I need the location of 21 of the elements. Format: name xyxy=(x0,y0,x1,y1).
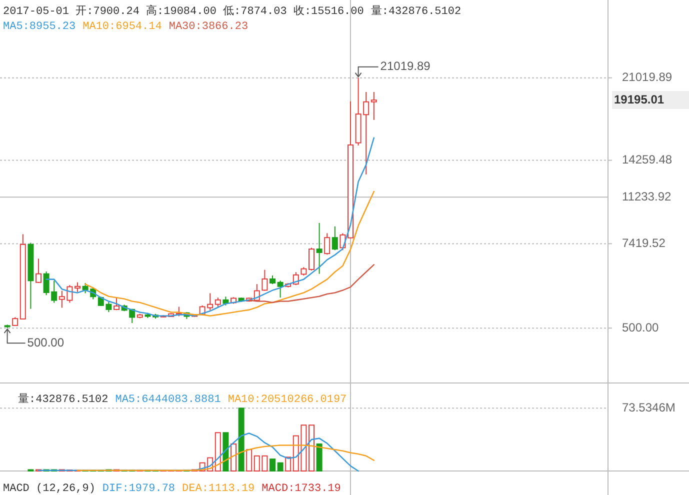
annotation: 量:432876.5102 xyxy=(370,5,462,18)
text: MACD (12,26,9) xyxy=(3,483,96,495)
text: MA30:3866.23 xyxy=(168,21,248,33)
y-tick-label: 500.00 xyxy=(622,320,660,334)
y-tick-label: 21019.89 xyxy=(622,70,672,84)
text: 19195.01 xyxy=(614,92,664,106)
text: DIF:1979.78 xyxy=(102,483,176,495)
ref-line-label: 11233.92 xyxy=(622,189,672,204)
text: MA5:6444083.8881 xyxy=(115,394,222,406)
annotation: 2017-05-01 开:7900.24 高:19084.00 低:7874.03 收:15516.00 xyxy=(3,4,364,18)
text: 21019.89 xyxy=(380,58,431,73)
y-tick-label: 14259.48 xyxy=(622,152,672,166)
text: MACD:1733.19 xyxy=(262,483,341,495)
y-tick-label: 7419.52 xyxy=(622,236,666,250)
annotation: 500.00 xyxy=(27,335,64,350)
text: DEA:1113.19 xyxy=(182,483,255,495)
text: 量:432876.5102 xyxy=(18,393,108,406)
ref-line-label: 73.5346M xyxy=(622,400,676,414)
text: MA10:6954.14 xyxy=(82,21,162,33)
text: MA5:8955.23 xyxy=(3,21,76,33)
text: MA10:20510266.0197 xyxy=(228,394,347,406)
